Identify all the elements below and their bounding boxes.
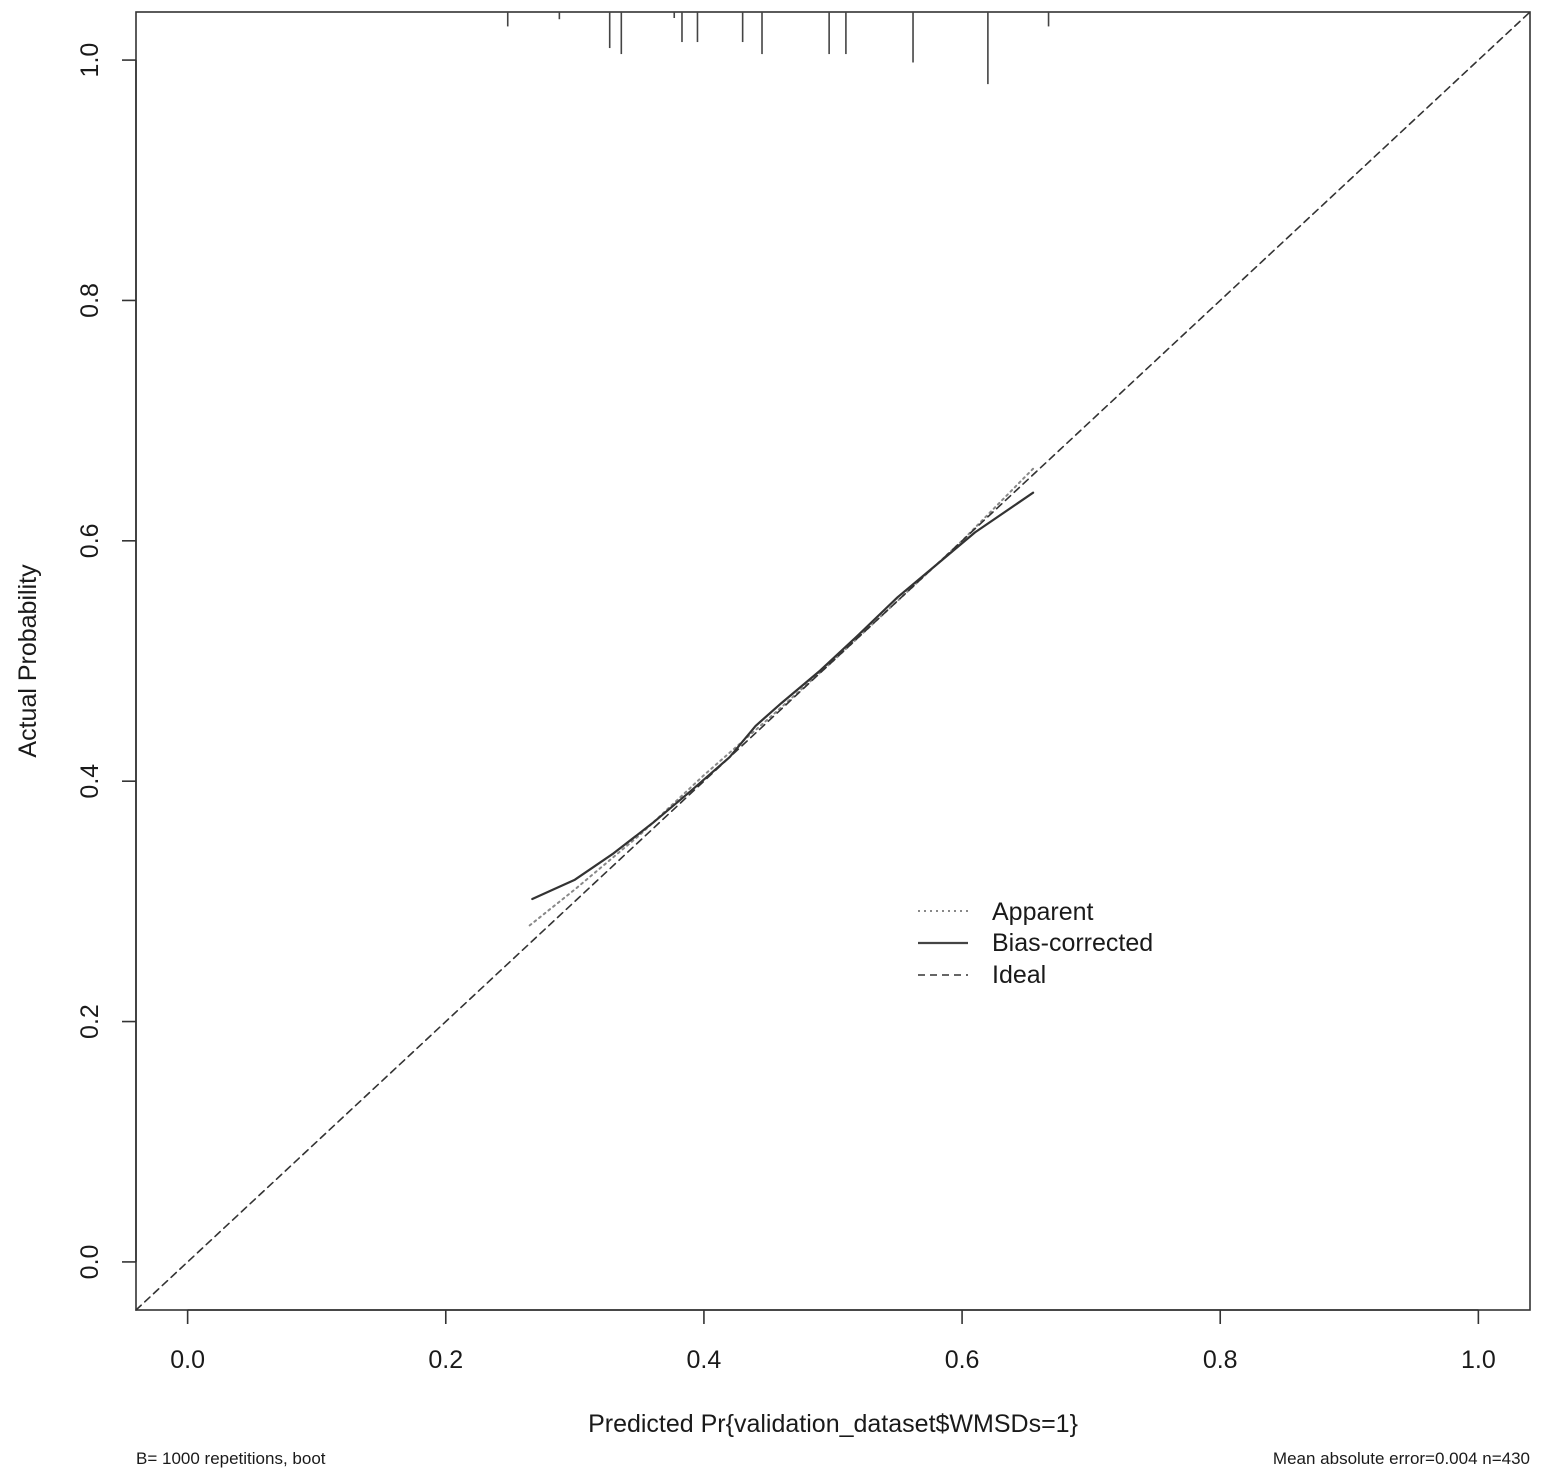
y-axis: 0.0 0.2 0.4 0.6 0.8 1.0 bbox=[76, 43, 137, 1280]
series-line-bias-corrected bbox=[531, 491, 1035, 901]
x-axis-title: Predicted Pr{validation_dataset$WMSDs=1} bbox=[588, 1410, 1078, 1438]
legend-label-apparent: Apparent bbox=[992, 898, 1094, 926]
y-tick-label: 0.6 bbox=[76, 523, 104, 558]
series-line-apparent bbox=[528, 467, 1035, 927]
footer-right-note: Mean absolute error=0.004 n=430 bbox=[1273, 1449, 1530, 1468]
x-tick-label: 0.2 bbox=[428, 1346, 463, 1374]
series-line-ideal bbox=[135, 11, 1531, 1311]
legend-label-bias-corrected: Bias-corrected bbox=[992, 929, 1153, 957]
x-tick-label: 0.6 bbox=[945, 1346, 980, 1374]
x-tick-label: 0.8 bbox=[1203, 1346, 1238, 1374]
series-lines bbox=[135, 11, 1531, 1311]
y-tick-label: 1.0 bbox=[76, 43, 104, 78]
y-tick-label: 0.4 bbox=[76, 764, 104, 799]
legend-label-ideal: Ideal bbox=[992, 961, 1046, 989]
rug-marks bbox=[506, 12, 1050, 85]
y-tick-label: 0.2 bbox=[76, 1004, 104, 1039]
x-tick-label: 1.0 bbox=[1461, 1346, 1496, 1374]
x-tick-label: 0.0 bbox=[170, 1346, 205, 1374]
x-axis: 0.0 0.2 0.4 0.6 0.8 1.0 bbox=[170, 1309, 1496, 1374]
x-tick-label: 0.4 bbox=[687, 1346, 722, 1374]
y-axis-title: Actual Probability bbox=[14, 564, 42, 758]
y-tick-label: 0.8 bbox=[76, 283, 104, 318]
legend: Apparent Bias-corrected Ideal bbox=[918, 898, 1153, 989]
footer-left-note: B= 1000 repetitions, boot bbox=[136, 1449, 326, 1468]
y-tick-label: 0.0 bbox=[76, 1245, 104, 1280]
